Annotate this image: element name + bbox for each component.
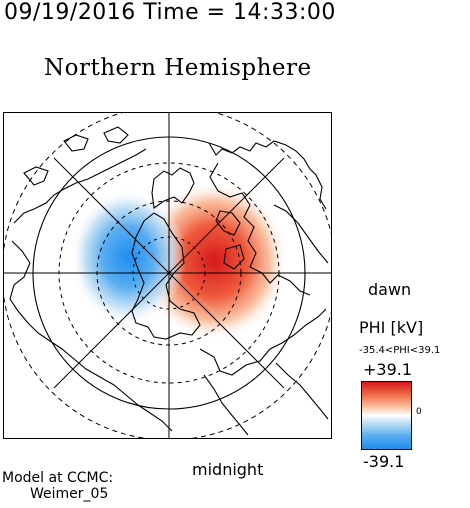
model-credit-line2: Weimer_05	[30, 486, 109, 502]
colorbar-zero-label: 0	[416, 407, 422, 417]
colorbar-max-label: +39.1	[363, 360, 413, 379]
meridian-lines	[4, 113, 331, 438]
polar-map	[3, 112, 332, 439]
colorbar-title: PHI [kV]	[359, 318, 424, 337]
colorbar-min-label: -39.1	[363, 452, 405, 471]
hemisphere-title: Northern Hemisphere	[44, 55, 312, 81]
colorbar-range: -35.4<PHI<39.1	[359, 345, 441, 356]
coastlines	[9, 126, 329, 436]
timestamp-title: 09/19/2016 Time = 14:33:00	[4, 0, 336, 25]
polar-map-plot	[4, 113, 331, 438]
negative-potential-cell	[70, 189, 186, 325]
midnight-label: midnight	[192, 460, 264, 479]
colorbar	[361, 381, 412, 450]
dawn-label: dawn	[368, 280, 412, 299]
model-credit-line1: Model at CCMC:	[2, 470, 114, 486]
